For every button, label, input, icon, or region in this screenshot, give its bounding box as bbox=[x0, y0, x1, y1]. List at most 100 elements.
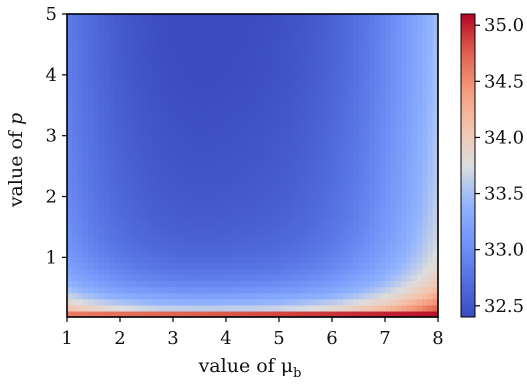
heatmap-cell bbox=[432, 238, 439, 245]
heatmap-cell bbox=[88, 147, 95, 154]
heatmap-cell bbox=[310, 86, 317, 94]
heatmap-cell bbox=[353, 238, 360, 245]
heatmap-cell bbox=[109, 256, 116, 264]
heatmap-cell bbox=[321, 68, 328, 76]
heatmap-cell bbox=[88, 98, 95, 106]
heatmap-cell bbox=[114, 62, 121, 70]
heatmap-cell bbox=[157, 86, 163, 94]
heatmap-cell bbox=[337, 244, 344, 251]
heatmap-cell bbox=[427, 304, 434, 312]
heatmap-cell bbox=[93, 98, 100, 106]
heatmap-cell bbox=[183, 232, 190, 239]
heatmap-cell bbox=[406, 201, 413, 209]
heatmap-cell bbox=[374, 44, 381, 51]
heatmap-cell bbox=[210, 44, 216, 51]
heatmap-cell bbox=[284, 98, 291, 106]
heatmap-cell bbox=[146, 62, 153, 70]
heatmap-cell bbox=[316, 201, 322, 209]
heatmap-cell bbox=[358, 292, 365, 300]
heatmap-cell bbox=[241, 20, 248, 27]
heatmap-cell bbox=[385, 189, 391, 197]
heatmap-cell bbox=[67, 244, 73, 251]
heatmap-cell bbox=[369, 274, 375, 282]
heatmap-cell bbox=[194, 268, 201, 276]
heatmap-cell bbox=[427, 68, 434, 76]
heatmap-cell bbox=[310, 153, 317, 161]
heatmap-cell bbox=[146, 244, 153, 251]
heatmap-cell bbox=[353, 32, 360, 39]
x-tick-label: 7 bbox=[379, 328, 390, 349]
heatmap-cell bbox=[167, 250, 174, 257]
heatmap-cell bbox=[109, 104, 116, 112]
heatmap-cell bbox=[363, 62, 370, 70]
heatmap-cell bbox=[416, 44, 423, 51]
heatmap-cell bbox=[162, 104, 169, 112]
heatmap-cell bbox=[347, 238, 354, 245]
heatmap-cell bbox=[77, 159, 84, 167]
heatmap-cell bbox=[241, 220, 248, 227]
heatmap-cell bbox=[273, 32, 280, 39]
heatmap-cell bbox=[67, 213, 73, 221]
heatmap-cell bbox=[135, 74, 142, 82]
heatmap-cell bbox=[422, 141, 428, 148]
heatmap-cell bbox=[332, 171, 338, 179]
heatmap-cell bbox=[432, 207, 439, 215]
heatmap-cell bbox=[146, 50, 153, 58]
heatmap-cell bbox=[369, 183, 375, 191]
heatmap-cell bbox=[353, 98, 360, 106]
heatmap-cell bbox=[316, 286, 322, 294]
heatmap-cell bbox=[173, 129, 179, 136]
heatmap-cell bbox=[326, 244, 333, 251]
heatmap-cell bbox=[332, 159, 338, 167]
heatmap-cell bbox=[247, 256, 254, 264]
heatmap-cell bbox=[220, 171, 227, 179]
heatmap-cell bbox=[316, 26, 322, 33]
heatmap-cell bbox=[215, 256, 222, 264]
heatmap-cell bbox=[72, 129, 79, 136]
heatmap-cell bbox=[236, 183, 243, 191]
heatmap-cell bbox=[337, 304, 344, 312]
heatmap-cell bbox=[194, 117, 201, 124]
heatmap-cell bbox=[427, 220, 434, 227]
heatmap-cell bbox=[194, 280, 201, 288]
heatmap-cell bbox=[162, 141, 169, 148]
heatmap-cell bbox=[93, 14, 100, 21]
heatmap-cell bbox=[141, 213, 148, 221]
heatmap-cell bbox=[167, 50, 174, 58]
heatmap-cell bbox=[294, 141, 301, 148]
heatmap-cell bbox=[263, 123, 269, 130]
heatmap-cell bbox=[125, 183, 132, 191]
heatmap-cell bbox=[363, 201, 370, 209]
heatmap-cell bbox=[135, 286, 142, 294]
heatmap-cell bbox=[347, 50, 354, 58]
heatmap-cell bbox=[310, 74, 317, 82]
heatmap-cell bbox=[104, 220, 110, 227]
heatmap-cell bbox=[77, 92, 84, 100]
heatmap-cell bbox=[411, 274, 418, 282]
heatmap-cell bbox=[226, 177, 232, 185]
heatmap-cell bbox=[395, 104, 402, 112]
heatmap-cell bbox=[411, 165, 418, 173]
heatmap-cell bbox=[194, 129, 201, 136]
heatmap-cell bbox=[93, 226, 100, 233]
heatmap-cell bbox=[363, 92, 370, 100]
heatmap-cell bbox=[178, 159, 185, 167]
heatmap-cell bbox=[406, 280, 413, 288]
heatmap-cell bbox=[342, 68, 349, 76]
heatmap-cell bbox=[215, 177, 222, 185]
heatmap-cell bbox=[109, 50, 116, 58]
heatmap-cell bbox=[178, 226, 185, 233]
heatmap-cell bbox=[130, 207, 137, 215]
heatmap-cell bbox=[220, 159, 227, 167]
heatmap-cell bbox=[342, 238, 349, 245]
heatmap-cell bbox=[342, 189, 349, 197]
heatmap-cell bbox=[347, 92, 354, 100]
heatmap-cell bbox=[353, 220, 360, 227]
heatmap-cell bbox=[204, 298, 211, 306]
heatmap-cell bbox=[98, 183, 105, 191]
heatmap-cell bbox=[104, 274, 110, 282]
heatmap-cell bbox=[326, 207, 333, 215]
heatmap-cell bbox=[332, 38, 338, 45]
heatmap-cell bbox=[379, 117, 386, 124]
heatmap-cell bbox=[369, 32, 375, 39]
